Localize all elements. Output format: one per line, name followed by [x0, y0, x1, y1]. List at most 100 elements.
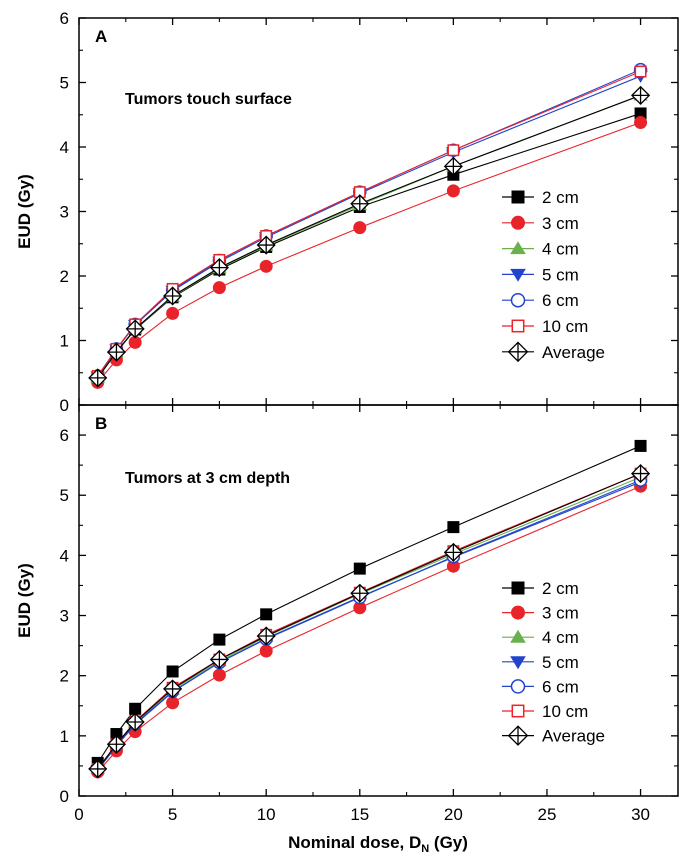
legend-item: 10 cm: [502, 702, 588, 721]
y-tick-label: 6: [60, 426, 69, 445]
y-tick-label: 5: [60, 74, 69, 93]
x-tick-label: 10: [257, 805, 276, 824]
y-tick-label: 3: [60, 203, 69, 222]
panel-annotation: Tumors at 3 cm depth: [125, 470, 290, 487]
data-point: [209, 649, 229, 670]
y-tick-label: 0: [60, 787, 69, 806]
data-point: [256, 235, 276, 255]
data-point: [260, 608, 273, 621]
legend-marker: [510, 656, 526, 670]
data-point: [350, 194, 370, 214]
data-point: [259, 259, 273, 273]
data-point: [353, 562, 366, 575]
panel-letter: B: [95, 414, 107, 433]
legend-label: 2 cm: [542, 579, 579, 598]
series-average: [88, 85, 651, 388]
legend-label: 4 cm: [542, 628, 579, 647]
data-point: [446, 184, 460, 198]
legend-item: 10 cm: [502, 317, 588, 336]
legend-item: 4 cm: [502, 240, 579, 259]
legend-item: Average: [502, 341, 605, 363]
data-point: [446, 559, 460, 573]
data-point: [634, 115, 648, 129]
data-point: [353, 221, 367, 235]
y-tick-label: 2: [60, 267, 69, 286]
legend-item: 2 cm: [502, 579, 579, 598]
data-point: [353, 601, 367, 615]
data-point: [634, 107, 647, 120]
data-point: [166, 665, 179, 678]
data-point: [166, 696, 180, 710]
data-point: [443, 542, 463, 562]
legend-label: 10 cm: [542, 317, 588, 336]
data-point: [350, 583, 370, 603]
legend-label: 5 cm: [542, 653, 579, 672]
data-point: [163, 286, 183, 306]
panel-a: 0 1 2 3 4 5 6 EUD (Gy) A Tumors touch surface 2 cm…: [15, 9, 679, 415]
legend-item: 6 cm: [502, 291, 579, 310]
data-point: [88, 759, 108, 779]
legend-label: 2 cm: [542, 188, 579, 207]
data-point: [634, 439, 647, 452]
x-axis-title-unit: (Gy): [429, 833, 468, 852]
series-2-cm: [91, 439, 647, 769]
legend-item: 5 cm: [502, 653, 579, 672]
data-point: [125, 319, 145, 339]
legend-marker: [511, 704, 525, 718]
x-tick-label: 15: [350, 805, 369, 824]
series-4-cm: [90, 88, 648, 384]
data-point: [256, 626, 276, 646]
legend-item: 4 cm: [502, 628, 579, 647]
x-tick-label: 0: [74, 805, 83, 824]
legend-marker: [507, 341, 529, 363]
x-tick-label: 30: [631, 805, 650, 824]
data-point: [106, 734, 126, 754]
data-point: [443, 156, 463, 176]
legend-label: 4 cm: [542, 240, 579, 259]
legend-item: 6 cm: [502, 677, 579, 696]
y-tick-label: 6: [60, 9, 69, 28]
legend: 2 cm 3 cm 4 cm 5 cm 6 cm 10 cm Average: [502, 188, 605, 363]
data-point: [129, 702, 142, 715]
legend-item: Average: [502, 725, 605, 746]
data-point: [631, 85, 651, 105]
y-tick-label: 4: [60, 546, 69, 565]
data-point: [125, 712, 145, 732]
y-tick-label: 3: [60, 607, 69, 626]
legend-marker: [511, 215, 525, 230]
data-point: [213, 633, 226, 646]
series-average: [88, 464, 651, 779]
data-point: [166, 306, 180, 320]
y-tick-label: 5: [60, 486, 69, 505]
data-point: [106, 342, 126, 362]
y-tick-label: 4: [60, 138, 69, 157]
data-point: [128, 335, 142, 349]
plot-frame: [78, 404, 679, 797]
legend-item: 5 cm: [502, 265, 579, 284]
legend-marker: [511, 581, 525, 595]
data-point: [447, 144, 460, 157]
legend-label: 5 cm: [542, 265, 579, 284]
legend-marker: [511, 319, 525, 333]
legend: 2 cm 3 cm 4 cm 5 cm 6 cm 10 cm Average: [502, 579, 605, 746]
data-point: [259, 644, 273, 658]
panel-b: 0 1 2 3 4 5 6 0 5 10 15 20 25 30 Nominal dose, DN (Gy)…: [15, 404, 679, 855]
legend-item: 2 cm: [502, 188, 579, 207]
legend-marker: [510, 241, 526, 255]
data-point: [447, 521, 460, 534]
data-point: [631, 464, 651, 484]
legend-label: 6 cm: [542, 291, 579, 310]
x-tick-label: 20: [444, 805, 463, 824]
x-tick-label: 25: [538, 805, 557, 824]
legend-item: 3 cm: [502, 214, 579, 233]
x-axis-title-main: Nominal dose, D: [288, 833, 421, 852]
y-tick-label: 0: [60, 396, 69, 415]
legend-label: 3 cm: [542, 214, 579, 233]
data-point: [88, 368, 108, 388]
legend-marker: [510, 679, 526, 694]
legend-label: 6 cm: [542, 677, 579, 696]
legend-label: 3 cm: [542, 604, 579, 623]
y-tick-label: 1: [60, 727, 69, 746]
legend-label: Average: [542, 343, 605, 362]
data-point: [163, 679, 183, 699]
